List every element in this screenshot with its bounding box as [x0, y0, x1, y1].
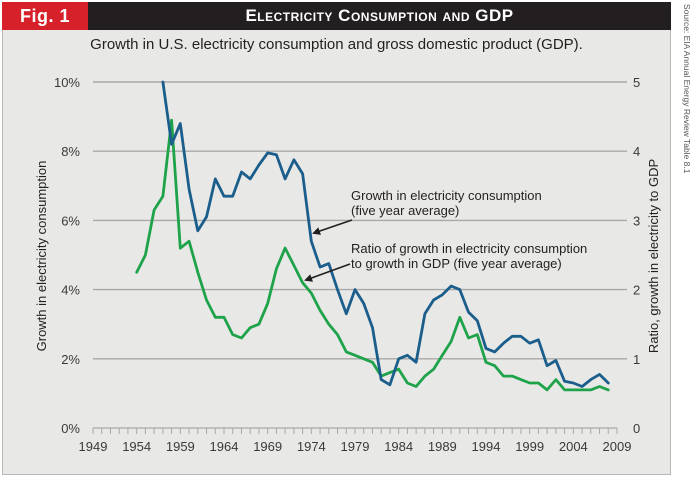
x-tick-label: 2004 [559, 439, 588, 454]
y2-tick-label: 5 [633, 75, 640, 90]
x-tick-label: 1979 [341, 439, 370, 454]
x-tick-label: 1954 [122, 439, 151, 454]
x-tick-label: 1994 [472, 439, 501, 454]
y-axis-left: 0% 2% 4% 6% 8% 10% [54, 75, 80, 436]
y-tick-label: 4% [61, 283, 80, 298]
x-tick-label: 1959 [166, 439, 195, 454]
series-group [135, 80, 610, 392]
x-tick-label: 2009 [603, 439, 632, 454]
y-tick-label: 2% [61, 352, 80, 367]
y-axis-left-label: Growth in electricity consumption [34, 161, 49, 352]
y-tick-label: 8% [61, 144, 80, 159]
y-axis-right-label: Ratio, growth in electricity to GDP [646, 159, 661, 353]
x-tick-label: 1969 [253, 439, 282, 454]
x-tick-label: 1999 [515, 439, 544, 454]
series-line-consumption-growth [161, 80, 610, 388]
series-line-ratio [135, 118, 610, 392]
annotation-arrow-ratio [304, 263, 351, 282]
annotation-consumption-line1: Growth in electricity consumption [351, 188, 542, 203]
x-tick-label: 1984 [384, 439, 413, 454]
annotation-arrow-consumption [312, 219, 353, 235]
y-tick-label: 6% [61, 213, 80, 228]
y2-tick-label: 3 [633, 213, 640, 228]
annotation-consumption-line2: (five year average) [351, 203, 459, 218]
y2-tick-label: 0 [633, 421, 640, 436]
figure-title: Electricity Consumption and GDP [245, 6, 514, 25]
annotation-ratio-line1: Ratio of growth in electricity consumpti… [351, 241, 587, 256]
y2-tick-label: 4 [633, 144, 640, 159]
x-tick-label: 1964 [210, 439, 239, 454]
y-axis-right: 0 1 2 3 4 5 [633, 75, 640, 436]
x-tick-label: 1949 [79, 439, 108, 454]
y2-tick-label: 1 [633, 352, 640, 367]
figure-panel [2, 2, 671, 475]
y2-tick-label: 2 [633, 283, 640, 298]
figure-number-tag: Fig. 1 [2, 2, 88, 30]
y-tick-label: 0% [61, 421, 80, 436]
chart-subtitle: Growth in U.S. electricity consumption a… [90, 36, 583, 53]
y-tick-label: 10% [54, 75, 80, 90]
x-axis: 1949 1954 1959 1964 1969 1974 1979 1984 1989 1994… [79, 427, 632, 454]
x-tick-label: 1989 [428, 439, 457, 454]
annotations: Growth in electricity consumption (five … [304, 188, 587, 282]
x-tick-label: 1974 [297, 439, 326, 454]
figure-header-bar [2, 2, 671, 30]
gridlines [93, 81, 627, 360]
annotation-ratio-line2: to growth in GDP (five year average) [351, 256, 562, 271]
